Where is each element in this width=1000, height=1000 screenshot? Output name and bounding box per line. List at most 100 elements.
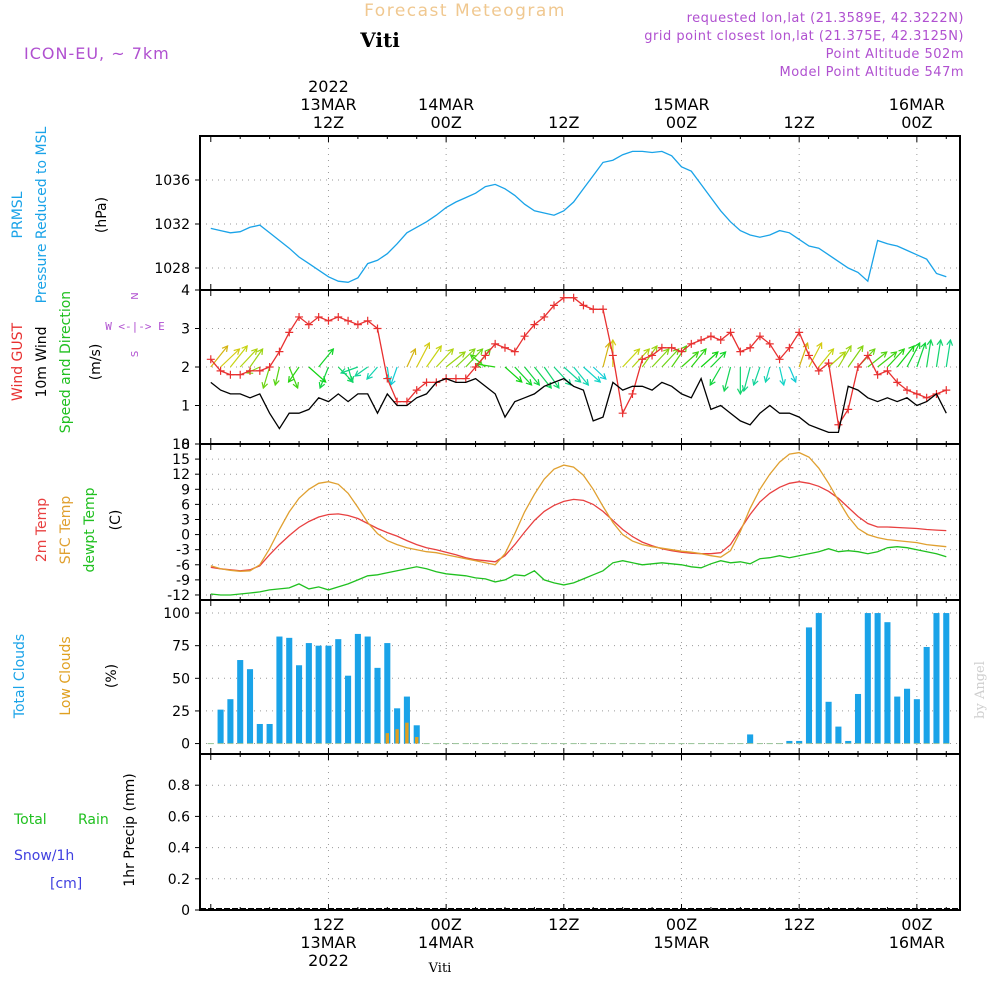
total-cloud-bar — [904, 688, 911, 744]
temperature-frame — [199, 443, 961, 601]
precip-ytick-label: 0 — [181, 903, 190, 919]
chart-title: Forecast Meteogram — [364, 1, 566, 21]
gust-marker — [677, 347, 686, 356]
requested-coords: requested lon,lat (21.3589E, 42.3222N) — [687, 11, 964, 26]
wind-arrow-head — [908, 345, 915, 353]
gust-marker — [942, 386, 951, 395]
clouds-ytick-label: 25 — [172, 704, 190, 720]
gust-marker — [500, 343, 509, 352]
precip-ytick-label: 0.8 — [168, 778, 190, 794]
gust-marker — [599, 305, 608, 314]
wind-arrow — [435, 348, 454, 368]
gridpoint-coords: grid point closest lon,lat (21.375E, 42.… — [644, 29, 964, 44]
time-label: 12Z — [784, 113, 815, 132]
wind-arrow — [563, 366, 582, 383]
total-cloud-bar — [354, 633, 361, 744]
gust-marker — [491, 339, 500, 348]
wind-arrow-head — [389, 378, 396, 387]
gust-marker — [520, 332, 529, 341]
pressure-unit: (hPa) — [94, 197, 110, 233]
gust-marker — [373, 324, 382, 333]
precip-ytick-label: 0.6 — [168, 809, 190, 825]
time-label: 00Z — [430, 113, 461, 132]
gust-marker — [893, 378, 902, 387]
wind-arrow-head — [292, 381, 299, 390]
time-label: 16MAR — [889, 933, 945, 952]
gust-marker — [667, 343, 676, 352]
gust-marker — [638, 355, 647, 364]
wind-arrow-head — [447, 348, 454, 355]
wind-arrow — [229, 345, 248, 368]
watermark: by Angel — [973, 661, 988, 719]
gust-marker — [785, 343, 794, 352]
clouds-ytick-label: 0 — [181, 737, 190, 753]
gust-marker — [697, 336, 706, 345]
total-cloud-bar — [364, 636, 371, 744]
wind-arrow — [709, 366, 722, 386]
total-cloud-bar — [923, 646, 930, 744]
gust-marker — [481, 351, 490, 360]
wind-arrow — [416, 342, 430, 368]
wind-arrow — [837, 345, 852, 368]
wind-arrow — [288, 366, 299, 389]
prmsl-line — [210, 150, 947, 283]
wind-arrow — [808, 342, 823, 368]
wind-ytick-label: 0 — [181, 437, 190, 453]
wind-arrow-head — [241, 345, 248, 353]
gust-marker — [461, 374, 470, 383]
wind-arrow — [847, 345, 864, 368]
gust-marker — [657, 343, 666, 352]
gust-marker — [471, 363, 480, 371]
time-label: 00Z — [666, 915, 697, 934]
wind-arrow-head — [339, 368, 348, 375]
wind-arrow — [524, 366, 540, 386]
wind-arrow-head — [752, 378, 759, 387]
pressure-label-2: Pressure Reduced to MSL — [34, 126, 50, 303]
temperature-ytick-label: 18 — [172, 437, 190, 453]
wind-arrow-head — [845, 344, 852, 353]
total-cloud-bar — [884, 622, 891, 744]
model-altitude: Model Point Altitude 547m — [780, 65, 964, 80]
total-cloud-bar — [864, 613, 871, 744]
clouds-frame — [199, 599, 961, 755]
time-label: 13MAR — [300, 933, 356, 952]
wind-arrow-head — [599, 373, 607, 380]
wind-arrow-head — [898, 348, 906, 355]
wind-arrow-head — [827, 348, 835, 356]
time-label: 16MAR — [889, 95, 945, 114]
time-label: 12Z — [313, 915, 344, 934]
compass-north: N — [130, 292, 141, 299]
wind-arrow — [390, 366, 398, 386]
wind-arrow-head — [410, 347, 417, 356]
wind-arrow-head — [936, 338, 944, 346]
total-cloud-bar — [815, 613, 822, 744]
total-cloud-bar — [854, 693, 862, 744]
gust-marker — [814, 366, 823, 375]
total-cloud-bar — [315, 645, 322, 744]
legend-total: Total — [13, 812, 47, 828]
total-cloud-bar — [296, 665, 303, 744]
wind-arrow — [504, 366, 523, 383]
total-cloud-bar — [276, 636, 283, 744]
wind-arrow-head — [221, 345, 229, 353]
total-cloud-bar — [345, 675, 352, 744]
time-label: 00Z — [901, 915, 932, 934]
temperature-ytick-label: 15 — [172, 452, 190, 468]
gust-marker — [903, 386, 912, 395]
total-clouds-label: Total Clouds — [12, 634, 28, 719]
precip-ylabel: 1hr Precip (mm) — [122, 773, 138, 886]
total-cloud-bar — [874, 613, 881, 744]
gust-marker — [510, 347, 519, 356]
gust-marker — [863, 351, 872, 360]
total-cloud-bar — [227, 699, 234, 744]
wind-arrow-head — [459, 351, 467, 358]
wind-arrow — [723, 366, 732, 392]
total-cloud-bar — [805, 627, 813, 744]
wind-arrow-head — [680, 344, 688, 353]
wind-arrow — [710, 351, 727, 368]
wind-arrow — [239, 348, 258, 368]
total-cloud-bar — [845, 740, 852, 744]
gust-marker — [265, 363, 274, 371]
gust-marker — [530, 320, 539, 329]
